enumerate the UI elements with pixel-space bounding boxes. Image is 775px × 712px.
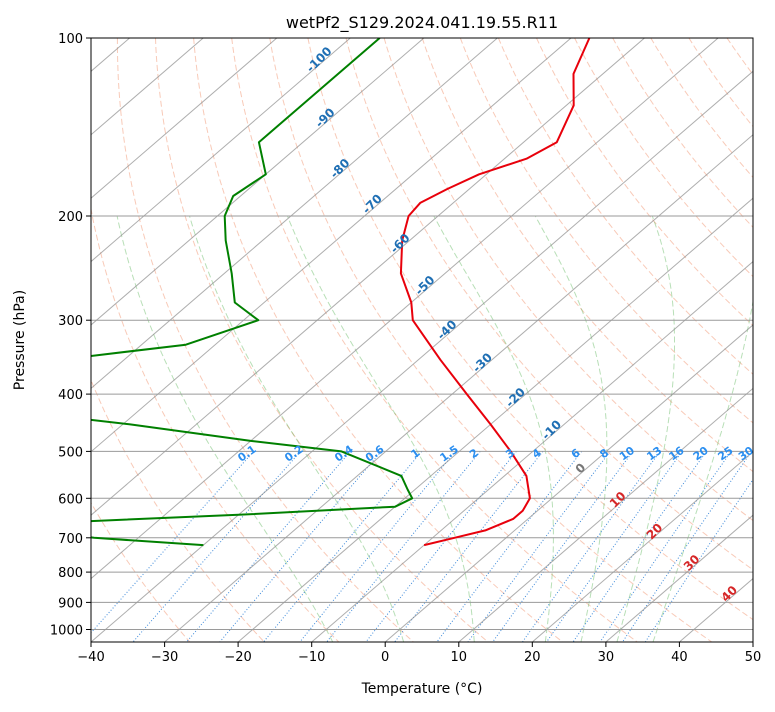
y-tick-label: 500 bbox=[58, 445, 83, 460]
y-tick-label: 100 bbox=[58, 32, 83, 47]
y-tick-label: 1000 bbox=[50, 624, 83, 639]
dry-adiabat bbox=[689, 38, 775, 642]
x-tick-label: 30 bbox=[598, 650, 615, 665]
moist-adiabat bbox=[653, 216, 762, 642]
background-lines bbox=[0, 38, 775, 642]
isotherm bbox=[532, 38, 775, 642]
mixing-ratio-line bbox=[493, 451, 633, 642]
y-tick-label: 300 bbox=[58, 314, 83, 329]
y-axis-label: Pressure (hPa) bbox=[12, 290, 28, 390]
series-line-0 bbox=[401, 38, 590, 545]
isotherm bbox=[0, 38, 203, 642]
dry-adiabat bbox=[537, 38, 775, 642]
isotherm bbox=[0, 38, 350, 642]
mixing-ratio-line bbox=[83, 451, 254, 642]
mixing-ratio-line bbox=[264, 451, 422, 642]
x-axis-label: Temperature (°C) bbox=[361, 681, 483, 697]
mixing-ratio-line bbox=[366, 451, 516, 642]
x-tick-label: −30 bbox=[151, 650, 178, 665]
data-lines bbox=[0, 38, 589, 545]
mixing-ratio-label: 6 bbox=[569, 446, 583, 461]
mixing-ratio-line bbox=[547, 451, 683, 642]
x-tick-label: −40 bbox=[77, 650, 104, 665]
mixing-ratio-line bbox=[187, 451, 351, 642]
isotherm-label: -40 bbox=[434, 317, 459, 342]
isotherm bbox=[0, 38, 571, 642]
isotherm bbox=[0, 38, 424, 642]
mixing-ratio-label: 2 bbox=[467, 446, 481, 461]
mixing-ratio-label: 20 bbox=[691, 444, 711, 464]
x-tick-label: 20 bbox=[524, 650, 541, 665]
x-tick-label: 0 bbox=[381, 650, 389, 665]
plot-frame bbox=[91, 38, 753, 642]
moist-adiabat bbox=[117, 216, 333, 642]
isotherm bbox=[312, 38, 775, 642]
isotherm-label: -80 bbox=[327, 156, 352, 181]
isotherm bbox=[753, 38, 775, 642]
isotherm-label: 0 bbox=[573, 460, 589, 476]
dry-adiabat bbox=[765, 38, 775, 642]
mixing-ratio-label: 10 bbox=[617, 444, 637, 464]
dry-adiabat bbox=[727, 38, 775, 642]
dry-adiabat bbox=[79, 38, 339, 642]
isotherm-label: -50 bbox=[412, 273, 437, 298]
dry-adiabat bbox=[0, 38, 190, 642]
dry-adiabat bbox=[38, 38, 264, 642]
mixing-ratio-label: 13 bbox=[644, 444, 664, 463]
isotherm-label: 20 bbox=[644, 521, 666, 543]
y-tick-label: 700 bbox=[58, 532, 83, 547]
isotherm-label: -20 bbox=[503, 385, 528, 410]
y-tick-label: 600 bbox=[58, 492, 83, 507]
mixing-ratio-label: 25 bbox=[715, 444, 735, 463]
mixing-ratio-label: 0.1 bbox=[235, 443, 258, 465]
x-tick-label: 40 bbox=[671, 650, 688, 665]
isotherm bbox=[606, 38, 775, 642]
isotherm-label: -30 bbox=[470, 350, 495, 375]
x-tick-label: 50 bbox=[745, 650, 762, 665]
mixing-ratio-line bbox=[437, 451, 582, 642]
y-tick-label: 200 bbox=[58, 210, 83, 225]
mixing-ratio-label: 36 bbox=[757, 444, 775, 464]
mixing-ratio-line bbox=[600, 451, 731, 642]
isotherm-label: 30 bbox=[681, 552, 703, 574]
mixing-ratio-line bbox=[623, 451, 752, 642]
x-tick-label: 10 bbox=[451, 650, 468, 665]
mixing-ratio-label: 1 bbox=[409, 446, 423, 461]
chart-title: wetPf2_S129.2024.041.19.55.R11 bbox=[286, 13, 558, 33]
mixing-ratio-label: 0.4 bbox=[332, 443, 356, 465]
mixing-ratio-label: 1.5 bbox=[437, 443, 460, 465]
y-tick-label: 400 bbox=[58, 388, 83, 403]
isotherm bbox=[0, 38, 277, 642]
isotherm bbox=[0, 38, 56, 642]
isotherm bbox=[91, 38, 775, 642]
dry-adiabat bbox=[117, 38, 413, 642]
y-tick-label: 800 bbox=[58, 566, 83, 581]
isotherm-label: -100 bbox=[304, 44, 335, 75]
isotherm-label: 10 bbox=[607, 489, 629, 511]
x-tick-label: −10 bbox=[298, 650, 325, 665]
dry-adiabat bbox=[651, 38, 775, 642]
mixing-ratio-line bbox=[220, 451, 381, 642]
isotherm-label: -70 bbox=[360, 191, 385, 216]
x-tick-label: −20 bbox=[224, 650, 251, 665]
mixing-ratio-label: 4 bbox=[530, 446, 544, 461]
mixing-ratio-line bbox=[468, 451, 610, 642]
isotherm-label: 40 bbox=[718, 583, 740, 605]
y-tick-label: 900 bbox=[58, 596, 83, 611]
isotherm-label: -90 bbox=[312, 105, 337, 130]
isotherm-label: -10 bbox=[539, 417, 564, 442]
dry-adiabat bbox=[422, 38, 775, 642]
dry-adiabat bbox=[232, 38, 638, 642]
